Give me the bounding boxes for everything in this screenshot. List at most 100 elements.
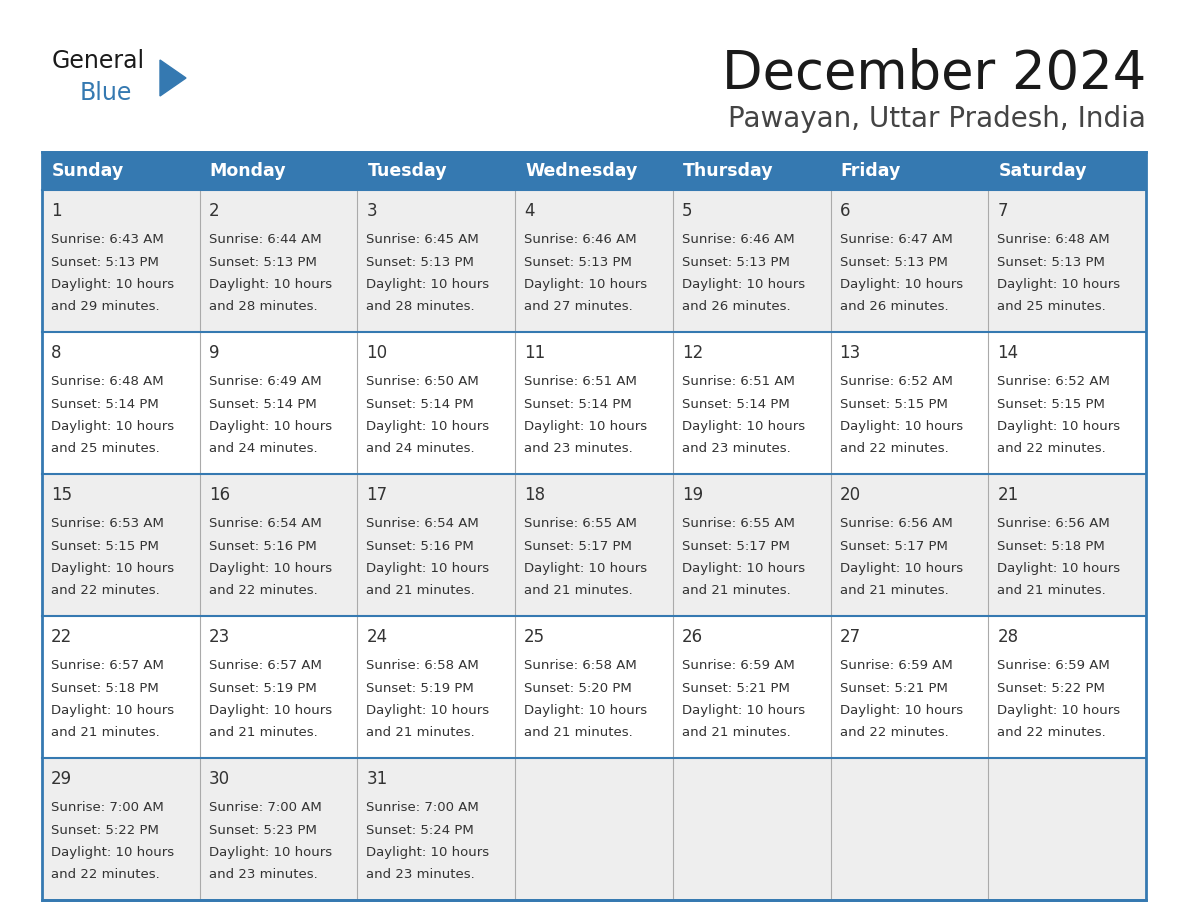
Bar — [42, 758, 200, 900]
Text: and 22 minutes.: and 22 minutes. — [51, 868, 159, 881]
Bar — [200, 332, 358, 474]
Text: 16: 16 — [209, 486, 229, 504]
Text: Daylight: 10 hours: Daylight: 10 hours — [997, 562, 1120, 575]
Text: Sunset: 5:14 PM: Sunset: 5:14 PM — [209, 397, 316, 410]
Text: and 23 minutes.: and 23 minutes. — [682, 442, 790, 455]
Text: Daylight: 10 hours: Daylight: 10 hours — [997, 420, 1120, 433]
Text: and 29 minutes.: and 29 minutes. — [51, 300, 159, 313]
Bar — [42, 616, 200, 758]
Text: and 21 minutes.: and 21 minutes. — [997, 585, 1106, 598]
Text: Sunset: 5:19 PM: Sunset: 5:19 PM — [209, 682, 316, 695]
Text: 25: 25 — [524, 628, 545, 646]
Bar — [988, 332, 1146, 474]
Bar — [200, 758, 358, 900]
Text: and 22 minutes.: and 22 minutes. — [51, 585, 159, 598]
Text: Daylight: 10 hours: Daylight: 10 hours — [524, 420, 647, 433]
Bar — [988, 152, 1146, 190]
Text: Sunrise: 6:55 AM: Sunrise: 6:55 AM — [682, 517, 795, 531]
Bar — [516, 616, 672, 758]
Bar — [672, 616, 830, 758]
Bar — [830, 758, 988, 900]
Text: 15: 15 — [51, 486, 72, 504]
Text: Daylight: 10 hours: Daylight: 10 hours — [682, 278, 805, 291]
Text: Saturday: Saturday — [998, 162, 1087, 180]
Text: Sunrise: 6:58 AM: Sunrise: 6:58 AM — [366, 659, 479, 672]
Text: 23: 23 — [209, 628, 230, 646]
Text: Sunday: Sunday — [52, 162, 125, 180]
Text: and 21 minutes.: and 21 minutes. — [51, 726, 159, 740]
Text: Daylight: 10 hours: Daylight: 10 hours — [682, 562, 805, 575]
Text: 31: 31 — [366, 770, 387, 788]
Text: Monday: Monday — [210, 162, 286, 180]
Text: Sunset: 5:13 PM: Sunset: 5:13 PM — [682, 255, 790, 269]
Bar — [672, 474, 830, 616]
Text: Daylight: 10 hours: Daylight: 10 hours — [366, 846, 489, 859]
Bar — [988, 474, 1146, 616]
Bar — [42, 474, 200, 616]
Text: December 2024: December 2024 — [722, 48, 1146, 100]
Text: and 22 minutes.: and 22 minutes. — [997, 442, 1106, 455]
Text: Sunrise: 6:56 AM: Sunrise: 6:56 AM — [840, 517, 953, 531]
Text: and 21 minutes.: and 21 minutes. — [366, 585, 475, 598]
Text: Sunset: 5:22 PM: Sunset: 5:22 PM — [51, 823, 159, 836]
Text: Sunset: 5:18 PM: Sunset: 5:18 PM — [51, 682, 159, 695]
Bar — [42, 190, 200, 332]
Text: Sunset: 5:15 PM: Sunset: 5:15 PM — [997, 397, 1105, 410]
Text: Daylight: 10 hours: Daylight: 10 hours — [840, 420, 962, 433]
Text: 11: 11 — [524, 344, 545, 362]
Text: Sunset: 5:24 PM: Sunset: 5:24 PM — [366, 823, 474, 836]
Text: 14: 14 — [997, 344, 1018, 362]
Text: Sunrise: 6:56 AM: Sunrise: 6:56 AM — [997, 517, 1110, 531]
Text: 28: 28 — [997, 628, 1018, 646]
Text: Sunset: 5:14 PM: Sunset: 5:14 PM — [682, 397, 790, 410]
Text: Sunset: 5:13 PM: Sunset: 5:13 PM — [209, 255, 316, 269]
Text: Sunrise: 6:46 AM: Sunrise: 6:46 AM — [682, 233, 795, 246]
Text: Sunset: 5:13 PM: Sunset: 5:13 PM — [840, 255, 948, 269]
Bar — [988, 616, 1146, 758]
Text: and 24 minutes.: and 24 minutes. — [209, 442, 317, 455]
Text: Sunrise: 6:58 AM: Sunrise: 6:58 AM — [524, 659, 637, 672]
Text: and 28 minutes.: and 28 minutes. — [209, 300, 317, 313]
Text: Daylight: 10 hours: Daylight: 10 hours — [209, 562, 331, 575]
Bar — [988, 190, 1146, 332]
Text: Sunrise: 6:44 AM: Sunrise: 6:44 AM — [209, 233, 321, 246]
Text: 30: 30 — [209, 770, 229, 788]
Text: Sunrise: 6:49 AM: Sunrise: 6:49 AM — [209, 375, 321, 388]
Text: 18: 18 — [524, 486, 545, 504]
Bar — [42, 332, 200, 474]
Bar — [830, 190, 988, 332]
Text: 12: 12 — [682, 344, 703, 362]
Text: Sunset: 5:21 PM: Sunset: 5:21 PM — [682, 682, 790, 695]
Text: Sunrise: 6:46 AM: Sunrise: 6:46 AM — [524, 233, 637, 246]
Text: Sunrise: 6:51 AM: Sunrise: 6:51 AM — [524, 375, 637, 388]
Text: General: General — [52, 49, 145, 73]
Text: and 23 minutes.: and 23 minutes. — [366, 868, 475, 881]
Text: Daylight: 10 hours: Daylight: 10 hours — [840, 704, 962, 717]
Text: Blue: Blue — [80, 81, 132, 105]
Text: Daylight: 10 hours: Daylight: 10 hours — [209, 420, 331, 433]
Bar — [516, 758, 672, 900]
Text: 26: 26 — [682, 628, 703, 646]
Text: 2: 2 — [209, 202, 220, 220]
Bar — [358, 758, 516, 900]
Text: 10: 10 — [366, 344, 387, 362]
Text: 21: 21 — [997, 486, 1018, 504]
Text: Daylight: 10 hours: Daylight: 10 hours — [682, 420, 805, 433]
Text: and 25 minutes.: and 25 minutes. — [997, 300, 1106, 313]
Text: Daylight: 10 hours: Daylight: 10 hours — [682, 704, 805, 717]
Text: Sunrise: 6:47 AM: Sunrise: 6:47 AM — [840, 233, 953, 246]
Bar — [200, 190, 358, 332]
Text: Sunset: 5:22 PM: Sunset: 5:22 PM — [997, 682, 1105, 695]
Text: Sunrise: 6:51 AM: Sunrise: 6:51 AM — [682, 375, 795, 388]
Text: Sunrise: 6:59 AM: Sunrise: 6:59 AM — [997, 659, 1110, 672]
Text: Sunset: 5:17 PM: Sunset: 5:17 PM — [682, 540, 790, 553]
Text: and 22 minutes.: and 22 minutes. — [840, 726, 948, 740]
Text: Sunset: 5:16 PM: Sunset: 5:16 PM — [209, 540, 316, 553]
Text: and 22 minutes.: and 22 minutes. — [997, 726, 1106, 740]
Text: Sunrise: 7:00 AM: Sunrise: 7:00 AM — [51, 801, 164, 814]
Text: Sunset: 5:18 PM: Sunset: 5:18 PM — [997, 540, 1105, 553]
Text: Daylight: 10 hours: Daylight: 10 hours — [51, 704, 175, 717]
Text: 4: 4 — [524, 202, 535, 220]
Bar — [516, 474, 672, 616]
Text: Daylight: 10 hours: Daylight: 10 hours — [366, 420, 489, 433]
